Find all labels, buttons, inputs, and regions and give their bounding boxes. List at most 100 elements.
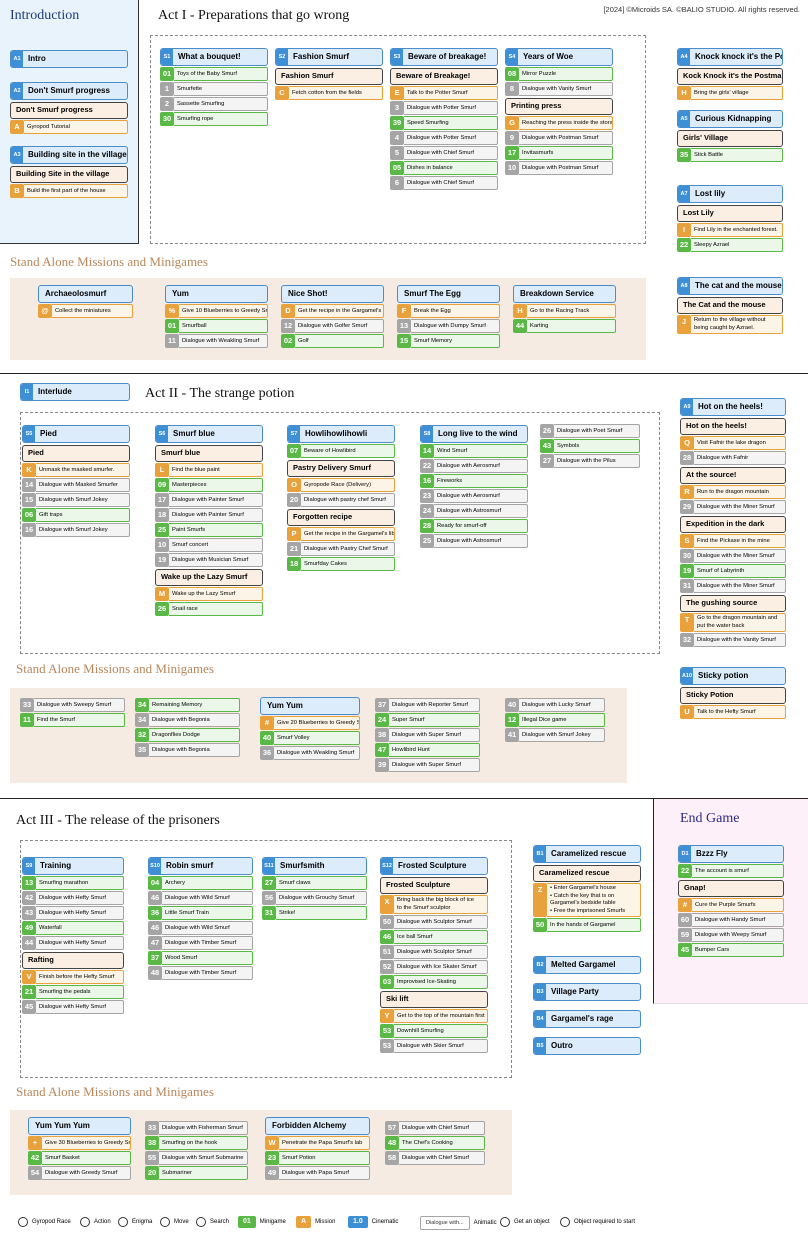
task-row: 01 Smurfball (165, 319, 268, 333)
group-header: S12 Frosted Sculpture (380, 857, 488, 875)
task-text: Beware of Howlibird (301, 444, 395, 458)
task-badge: 30 (160, 112, 174, 126)
task-row: W Penetrate the Papa Smurf's lab (265, 1136, 370, 1150)
task-text: Visit Fafnir the lake dragon (694, 436, 786, 450)
mission-group: Forbidden Alchemy W Penetrate the Papa Smu… (265, 1117, 370, 1180)
task-text: Dialogue with Dumpy Smurf (411, 319, 500, 333)
task-row: 52 Dialogue with Ice Skater Smurf (380, 960, 488, 974)
task-row: 13 Dialogue with Dumpy Smurf (397, 319, 500, 333)
task-badge: L (155, 463, 169, 477)
task-text: Gyropod Tutorial (24, 120, 128, 134)
mission-group: S1 What a bouquet! 01 Toys of the Baby Smur… (160, 48, 268, 126)
task-text: Downhill Smurfing (394, 1024, 488, 1038)
legend-item: Dialogue with... Animatic (420, 1216, 497, 1230)
task-text: Dialogue with Postman Smurf (519, 161, 613, 175)
group-badge: S12 (381, 858, 393, 874)
task-row: T Go to the dragon mountain and put the wa… (680, 613, 786, 632)
task-badge: 12 (281, 319, 295, 333)
task-row: 22 Dialogue with Aerosmurf (420, 459, 528, 473)
task-text: Dialogue with Astrosmurf (434, 534, 528, 548)
task-badge: 34 (135, 713, 149, 727)
group-title: Smurfsmith (280, 861, 325, 870)
group-title: Village Party (551, 987, 599, 996)
mission-group: Yum Yum #Give 20 Blueberries to Greedy Sm… (260, 697, 360, 760)
task-line: Return to the village without (694, 317, 766, 323)
group-title: Years of Woe (523, 52, 574, 61)
task-row: 07 Beware of Howlibird (287, 444, 395, 458)
task-badge: 09 (155, 478, 169, 492)
task-row: 29 Dialogue with the Miner Smurf (680, 500, 786, 514)
task-text: Submariner (159, 1166, 248, 1180)
task-badge: E (390, 86, 404, 100)
task-text: Toys of the Baby Smurf (174, 67, 268, 81)
task-text: Dialogue with Fafnir (694, 451, 786, 465)
task-row: K Unmask the masked smurfer. (22, 463, 130, 477)
task-text: Dialogue with Wild Smurf (162, 891, 253, 905)
task-row: @ Collect the miniatures (38, 304, 133, 318)
mission-group: S5 Pied Pied K Unmask the masked smurfer. 14 D… (22, 425, 130, 537)
task-row: 17 Invitasmurfs (505, 146, 613, 160)
task-text: Dialogue with Musician Smurf (169, 553, 263, 567)
task-text: Dishes in balance (404, 161, 498, 175)
task-text: Smurfball (179, 319, 268, 333)
task-text: Dialogue with Postman Smurf (519, 131, 613, 145)
task-text: Waterfall (36, 921, 124, 935)
task-text: Sassette Smurfing (174, 97, 268, 111)
task-row: 35 Dialogue with Begonia (135, 743, 240, 757)
task-row: 25 Paint Smurfs (155, 523, 263, 537)
sub-header: The gushing source (680, 595, 786, 612)
task-text: Find the blue paint (169, 463, 263, 477)
task-badge: 14 (420, 444, 434, 458)
task-text: Smurfing the pedals (36, 985, 124, 999)
task-badge: 49 (22, 921, 36, 935)
task-badge: T (680, 613, 694, 632)
task-row: 08 Mirror Puzzle (505, 67, 613, 81)
task-badge: 48 (385, 1136, 399, 1150)
task-row: 36 Dialogue with Weakling Smurf (260, 746, 360, 760)
group-header: Yum Yum Yum (28, 1117, 131, 1135)
task-row: 37 Wood Smurf (148, 951, 253, 965)
sub-header: Wake up the Lazy Smurf (155, 569, 263, 586)
task-badge: 59 (678, 928, 692, 942)
task-badge: 23 (265, 1151, 279, 1165)
task-text: Find Lily in the enchanted forest. (691, 223, 783, 237)
task-text: Smurf Volley (274, 731, 360, 745)
task-badge: 32 (135, 728, 149, 742)
task-text: Give 30 Blueberries to Greedy Smurf (42, 1136, 131, 1150)
legend-item: Object required to start (560, 1216, 635, 1228)
mission-group: S6 Smurf blue Smurf blue L Find the blue pai… (155, 425, 263, 616)
task-row: % Give 10 Blueberries to Greedy Smurf (165, 304, 268, 318)
mission-group: S2 Fashion Smurf Fashion Smurf C Fetch cotto… (275, 48, 383, 100)
task-text: Invitasmurfs (519, 146, 613, 160)
group-badge: S10 (149, 858, 161, 874)
group-header: S8 Long live to the wind (420, 425, 528, 443)
group-header: A7 Lost lily (677, 185, 783, 203)
task-badge: 17 (505, 146, 519, 160)
sub-header: Girls' Village (677, 130, 783, 147)
mission-group: A5 Curious Kidnapping Girls' Village 35 Stic… (677, 110, 783, 162)
task-badge: 5 (390, 146, 404, 160)
group-badge: D1 (679, 846, 691, 862)
group-badge: A4 (678, 49, 690, 65)
task-row: 34 Remaining Memory (135, 698, 240, 712)
task-badge: 46 (148, 921, 162, 935)
task-text: Sleepy Azrael (691, 238, 783, 252)
task-text: Snail race (169, 602, 263, 616)
task-row: 27 Dialogue with the Pilus (540, 454, 640, 468)
group-badge: A3 (11, 147, 23, 163)
task-row: M Wake up the Lazy Smurf (155, 587, 263, 601)
task-badge: 36 (148, 906, 162, 920)
task-text: Dialogue with Aerosmurf (434, 459, 528, 473)
task-badge: I (677, 223, 691, 237)
task-badge: 4 (390, 131, 404, 145)
task-line: • Enter Gargamel's house (550, 885, 616, 891)
task-badge: D (281, 304, 295, 318)
task-text: Wake up the Lazy Smurf (169, 587, 263, 601)
task-badge: 04 (148, 876, 162, 890)
task-text: Collect the miniatures (52, 304, 133, 318)
panel (20, 412, 660, 654)
task-text: Dialogue with Smurf Submarine (159, 1151, 248, 1165)
group-title: Don't Smurf progress (28, 86, 110, 95)
task-badge: 6 (390, 176, 404, 190)
task-row: Y Get to the top of the mountain first (380, 1009, 488, 1023)
